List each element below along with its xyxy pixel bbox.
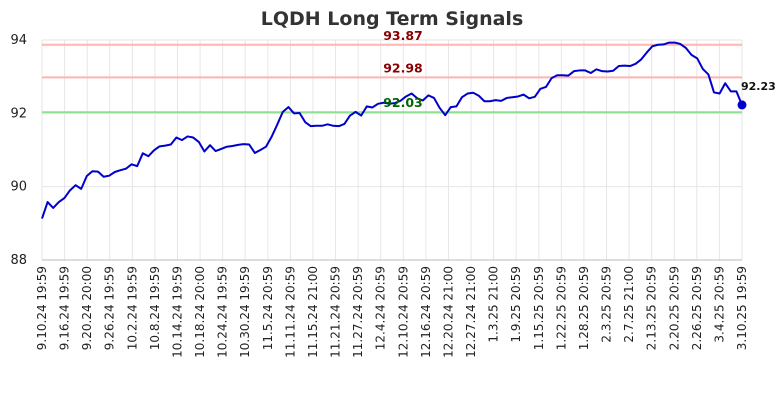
- x-tick-label: 1.15.25 20:59: [532, 266, 546, 350]
- y-tick-label: 92: [10, 106, 27, 121]
- last-point-label: 92.23: [741, 80, 776, 93]
- x-tick-label: 11.15.24 21:00: [306, 266, 320, 358]
- x-tick-label: 9.26.24 19:59: [103, 266, 117, 350]
- price-line: [41, 41, 743, 219]
- x-tick-label: 10.24.24 19:59: [216, 266, 230, 358]
- level-label: 93.87: [383, 28, 423, 43]
- y-tick-label: 94: [10, 33, 27, 48]
- x-tick-label: 1.28.25 20:59: [577, 266, 591, 350]
- x-tick-label: 2.3.25 20:59: [600, 266, 614, 343]
- x-tick-label: 12.20.24 21:00: [441, 266, 455, 358]
- x-tick-label: 10.8.24 19:59: [148, 266, 162, 350]
- x-tick-label: 12.10.24 20:59: [396, 266, 410, 358]
- level-label: 92.03: [383, 95, 423, 110]
- x-tick-label: 10.14.24 19:59: [170, 266, 184, 358]
- x-tick-label: 10.30.24 19:59: [238, 266, 252, 358]
- x-tick-label: 11.5.24 20:59: [261, 266, 275, 350]
- last-point-marker: [737, 100, 747, 110]
- x-tick-label: 2.20.25 20:59: [667, 266, 681, 350]
- x-tick-label: 10.2.24 19:59: [125, 266, 139, 350]
- x-tick-label: 10.18.24 20:00: [193, 266, 207, 358]
- y-tick-label: 90: [10, 180, 27, 195]
- x-tick-label: 3.4.25 20:59: [712, 266, 726, 343]
- x-tick-label: 12.27.24 21:00: [464, 266, 478, 358]
- signal-level-labels: 93.87 92.98 92.03: [383, 28, 423, 110]
- x-axis: 9.10.24 19:59 9.16.24 19:59 9.20.24 20:00 9…: [35, 266, 749, 358]
- x-tick-label: 1.9.25 20:59: [509, 266, 523, 343]
- x-tick-label: 2.26.25 20:59: [690, 266, 704, 350]
- x-tick-label: 9.16.24 19:59: [58, 266, 72, 350]
- signal-levels: [42, 43, 742, 114]
- y-axis: 88 90 92 94: [10, 33, 27, 268]
- x-tick-label: 2.13.25 20:59: [645, 266, 659, 350]
- level-label: 92.98: [383, 60, 423, 75]
- chart-title: LQDH Long Term Signals: [261, 8, 524, 30]
- x-tick-label: 11.11.24 20:59: [283, 266, 297, 358]
- x-tick-label: 11.27.24 20:59: [351, 266, 365, 358]
- x-tick-label: 12.16.24 20:59: [419, 266, 433, 358]
- x-tick-label: 1.3.25 21:00: [487, 266, 501, 343]
- x-tick-label: 1.22.25 20:59: [554, 266, 568, 350]
- x-tick-label: 9.20.24 20:00: [80, 266, 94, 350]
- x-tick-label: 12.4.24 20:59: [374, 266, 388, 350]
- plot-series: 92.23: [41, 41, 776, 219]
- x-tick-label: 2.7.25 21:00: [622, 266, 636, 343]
- x-tick-label: 9.10.24 19:59: [35, 266, 49, 350]
- x-tick-label: 3.10.25 19:59: [735, 266, 749, 350]
- x-tick-label: 11.21.24 20:59: [329, 266, 343, 358]
- y-tick-label: 88: [10, 253, 27, 268]
